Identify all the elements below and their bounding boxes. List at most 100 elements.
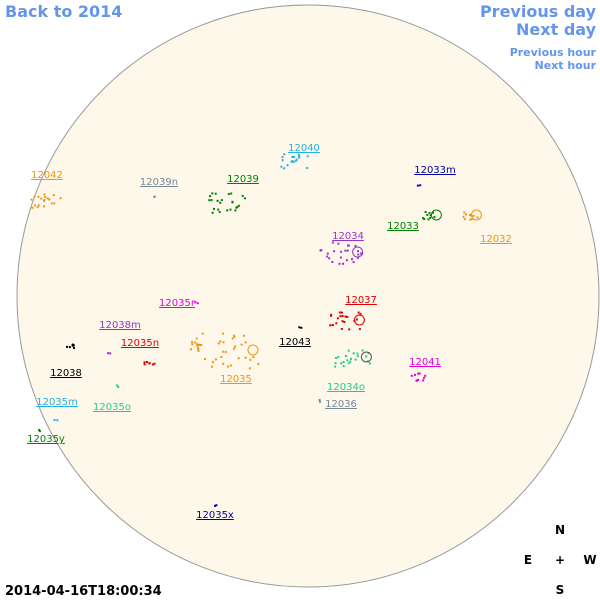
- sunspot: [334, 362, 337, 365]
- sunspot: [463, 211, 466, 214]
- sunspot: [211, 192, 214, 195]
- region-label[interactable]: 12033: [387, 221, 419, 232]
- sunspot: [249, 358, 252, 361]
- region-label[interactable]: 12035y: [27, 434, 65, 445]
- sunspot: [346, 316, 349, 318]
- sunspot: [244, 356, 247, 359]
- sunspot: [237, 357, 240, 360]
- sunspot: [151, 363, 154, 366]
- region-label[interactable]: 12038m: [99, 320, 141, 331]
- sunspot: [326, 255, 329, 258]
- sunspot: [46, 197, 49, 200]
- sunspot: [48, 198, 51, 201]
- sunspot: [116, 384, 119, 387]
- region-label[interactable]: 12037: [345, 295, 377, 306]
- sunspot: [428, 211, 431, 214]
- sunspot: [331, 324, 334, 326]
- sunspot: [240, 343, 243, 346]
- sunspot: [30, 198, 33, 201]
- sunspot: [50, 202, 53, 205]
- sunspot-umbra: [470, 209, 482, 221]
- sunspot: [197, 344, 200, 346]
- sunspot: [352, 261, 355, 264]
- region-label[interactable]: 12034: [332, 231, 364, 242]
- region-label[interactable]: 12032: [480, 234, 512, 245]
- sunspot: [257, 363, 260, 366]
- sunspot: [210, 199, 213, 202]
- sunspot: [219, 340, 222, 343]
- sunspot: [472, 215, 475, 217]
- sunspot: [33, 204, 36, 207]
- region-label[interactable]: 12035o: [93, 402, 131, 413]
- sunspot: [229, 364, 232, 367]
- sunspot: [215, 358, 217, 361]
- region-label[interactable]: 12035n: [121, 338, 159, 349]
- region-label[interactable]: 12039: [227, 174, 259, 185]
- sunspot: [319, 400, 321, 403]
- sunspot: [231, 201, 234, 204]
- previous-day-link[interactable]: Previous day: [480, 2, 597, 21]
- back-link[interactable]: Back to 2014: [5, 2, 122, 21]
- sunspot: [196, 343, 199, 346]
- region-label[interactable]: 12039n: [140, 177, 178, 188]
- sunspot: [476, 216, 479, 219]
- region-label[interactable]: 12041: [409, 357, 441, 368]
- region-label[interactable]: 12033m: [414, 165, 456, 176]
- sunspot: [236, 206, 239, 208]
- sunspot: [33, 195, 36, 198]
- next-hour-link[interactable]: Next hour: [535, 59, 597, 72]
- previous-hour-link[interactable]: Previous hour: [510, 46, 597, 59]
- sunspot: [357, 250, 359, 253]
- sunspot: [339, 256, 342, 259]
- region-label[interactable]: 12040: [288, 143, 320, 154]
- sunspot: [220, 199, 223, 202]
- sunspots: [30, 153, 482, 507]
- region-label[interactable]: 12036: [325, 399, 357, 410]
- sunspot: [37, 204, 40, 207]
- sunspot: [194, 341, 196, 344]
- sunspot: [414, 373, 416, 376]
- compass-south: S: [556, 583, 565, 597]
- solar-disk: [16, 4, 600, 588]
- sunspot: [31, 206, 34, 209]
- sunspot: [281, 159, 284, 162]
- sunspot: [306, 155, 309, 158]
- sunspot: [211, 211, 214, 214]
- sunspot: [281, 156, 284, 159]
- sunspot: [429, 214, 432, 217]
- sunspot: [342, 365, 345, 368]
- sunspot: [252, 356, 255, 358]
- next-day-link[interactable]: Next day: [516, 20, 597, 39]
- compass-north: N: [555, 523, 565, 537]
- sunspot: [73, 347, 75, 349]
- sunspot: [153, 362, 156, 365]
- sunspot: [283, 167, 286, 170]
- sunspot: [354, 358, 357, 361]
- sunspot: [354, 244, 357, 247]
- region-label[interactable]: 12042: [31, 170, 63, 181]
- sunspot-umbra: [430, 209, 442, 221]
- region-label[interactable]: 12035x: [196, 510, 234, 521]
- sunspot: [36, 206, 39, 209]
- compass-center: +: [555, 553, 565, 567]
- sunspot: [52, 194, 55, 197]
- sunspot: [208, 199, 211, 202]
- region-label[interactable]: 12035r: [159, 298, 196, 309]
- sunspot: [216, 199, 219, 202]
- sunspot: [197, 348, 200, 351]
- region-label[interactable]: 12043: [279, 337, 311, 348]
- sunspot: [326, 252, 329, 255]
- sunspot: [248, 367, 251, 370]
- region-label[interactable]: 12034o: [327, 382, 365, 393]
- sunspot: [224, 351, 227, 354]
- sunspot: [352, 352, 355, 355]
- sunspot: [283, 153, 286, 156]
- region-label[interactable]: 12038: [50, 368, 82, 379]
- sunspot: [243, 197, 246, 200]
- sunspot: [433, 216, 436, 219]
- region-label[interactable]: 12035m: [36, 397, 78, 408]
- sunspot-umbra: [352, 246, 364, 258]
- sunspot: [423, 218, 426, 220]
- sunspot: [43, 193, 46, 196]
- region-label[interactable]: 12035: [220, 374, 252, 385]
